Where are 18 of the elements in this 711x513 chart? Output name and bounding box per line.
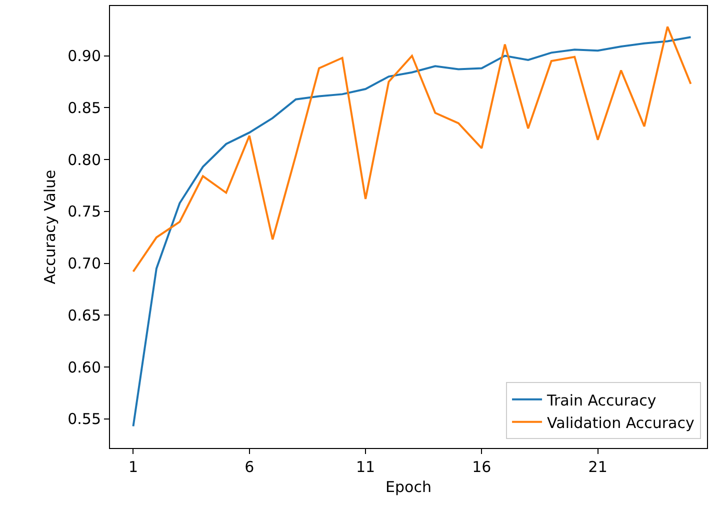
y-tick-label: 0.65 [68,306,101,324]
y-axis-title: Accuracy Value [40,170,59,284]
y-tick-label: 0.80 [68,150,101,169]
x-tick-label: 21 [588,458,608,476]
y-tick-label: 0.90 [68,47,101,66]
x-axis-title: Epoch [386,478,432,496]
y-tick-label: 0.60 [68,358,101,376]
y-tick-label: 0.85 [68,98,101,117]
x-tick-label: 6 [244,458,254,476]
legend-label: Validation Accuracy [547,414,694,432]
line-series [132,26,692,273]
x-tick-label: 1 [128,458,138,476]
legend-label: Train Accuracy [546,391,656,410]
y-tick-label: 0.55 [68,410,101,428]
x-tick-label: 16 [472,458,492,476]
y-tick-label: 0.75 [68,202,101,221]
y-tick-label: 0.70 [68,254,101,273]
x-tick-label: 11 [356,458,376,476]
